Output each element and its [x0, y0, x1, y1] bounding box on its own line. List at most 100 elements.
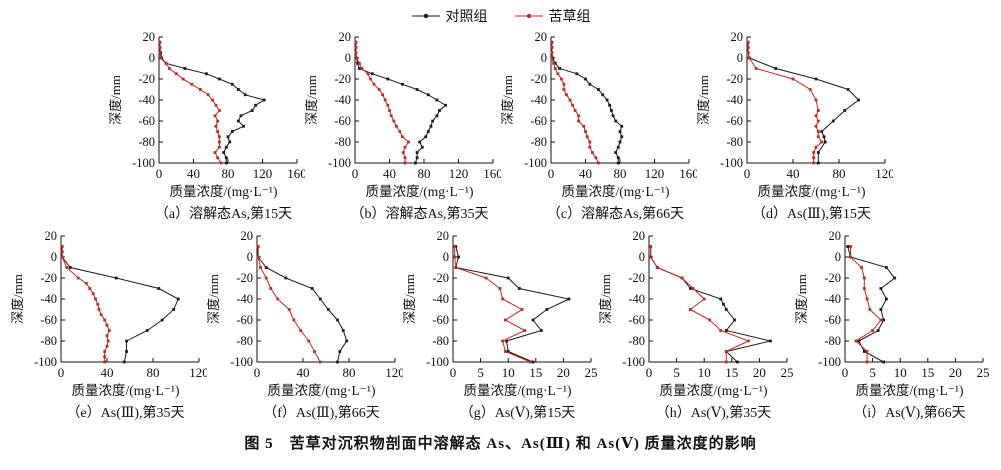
y-tick-label: -20: [334, 72, 351, 86]
data-point-marker: [846, 88, 850, 91]
data-point-marker: [867, 308, 871, 311]
data-point-marker: [456, 255, 460, 259]
y-tick-label: -100: [426, 355, 449, 369]
data-point-marker: [611, 114, 614, 118]
data-point-marker: [64, 266, 68, 269]
x-tick-label: 0: [449, 365, 456, 380]
series-line-control: [354, 42, 446, 164]
data-point-marker: [881, 318, 885, 322]
data-point-marker: [84, 281, 88, 285]
subplot-i: 20 0 -20 -40 -60 -80 -100 0 5 10 15 20 25 深度/mm 质量浓度/(…: [795, 229, 991, 422]
data-point-marker: [385, 77, 389, 81]
data-point-marker: [105, 323, 108, 327]
data-point-marker: [435, 98, 438, 102]
x-tick-label: 40: [383, 166, 396, 181]
data-point-marker: [256, 245, 260, 248]
subplot-h-title: （h）As(Ⅴ),第35天: [655, 406, 772, 421]
series-line-vallisneria: [550, 42, 599, 164]
data-point-marker: [831, 119, 835, 123]
y-tick-label: -80: [236, 334, 253, 348]
data-point-marker: [241, 124, 245, 128]
data-point-marker: [206, 93, 210, 97]
data-point-marker: [539, 329, 543, 332]
data-point-marker: [93, 297, 97, 301]
data-point-marker: [160, 318, 164, 322]
data-point-marker: [226, 135, 229, 139]
y-tick-label: -40: [40, 292, 57, 306]
x-tick-label: 80: [417, 166, 430, 181]
series-line-vallisneria: [158, 42, 222, 164]
data-point-marker: [557, 67, 561, 70]
data-point-marker: [865, 350, 868, 353]
data-point-marker: [262, 98, 266, 102]
y-tick-label: 20: [534, 30, 547, 44]
data-point-marker: [559, 77, 563, 81]
data-point-marker: [503, 318, 507, 322]
legend-item-vallisneria: 苦草组: [514, 6, 591, 26]
subplot-d-title: （d）As(Ⅲ),第15天: [752, 207, 871, 222]
data-point-marker: [562, 82, 565, 86]
data-point-marker: [400, 82, 404, 86]
data-point-marker: [413, 161, 417, 165]
series-line-control: [550, 42, 622, 163]
y-tick-label: 0: [148, 51, 154, 65]
data-point-marker: [583, 77, 587, 81]
y-tick-label: -20: [530, 72, 547, 86]
data-point-marker: [60, 255, 64, 259]
x-tick-label: 40: [187, 166, 200, 181]
y-tick-label: -80: [432, 334, 449, 348]
data-point-marker: [845, 245, 849, 248]
data-point-marker: [506, 276, 510, 280]
data-point-marker: [385, 103, 389, 107]
x-tick-label: 80: [146, 365, 159, 380]
x-tick-label: 80: [342, 365, 355, 380]
data-point-marker: [318, 360, 322, 364]
data-point-marker: [102, 318, 106, 322]
data-point-marker: [298, 329, 302, 332]
data-point-marker: [573, 109, 577, 112]
data-point-marker: [253, 103, 257, 107]
data-point-marker: [224, 145, 228, 149]
data-point-marker: [500, 339, 504, 343]
data-point-marker: [256, 255, 260, 259]
data-point-marker: [884, 297, 888, 301]
data-point-marker: [417, 140, 421, 144]
data-point-marker: [230, 82, 234, 86]
data-point-marker: [862, 276, 866, 280]
x-axis-label: 质量浓度/(mg·L⁻¹): [365, 184, 474, 199]
y-axis-label: 深度/mm: [501, 75, 515, 125]
data-point-marker: [387, 109, 391, 112]
data-point-marker: [819, 140, 823, 144]
series-line-control: [257, 246, 347, 363]
data-point-marker: [415, 151, 418, 154]
x-tick-label: 0: [547, 166, 554, 181]
series-line-vallisneria: [747, 42, 822, 163]
y-axis-label: 深度/mm: [403, 274, 417, 324]
y-tick-label: -80: [726, 135, 743, 149]
data-point-marker: [171, 308, 175, 311]
x-axis-label: 质量浓度/(mg·L⁻¹): [169, 184, 278, 199]
data-point-marker: [576, 119, 580, 123]
data-point-marker: [318, 297, 322, 301]
data-point-marker: [217, 135, 221, 139]
data-point-marker: [403, 161, 406, 165]
x-tick-label: 15: [921, 365, 934, 380]
data-point-marker: [91, 292, 95, 296]
data-point-marker: [210, 98, 214, 102]
x-tick-label: 15: [725, 365, 738, 380]
y-tick-label: -60: [628, 313, 645, 327]
y-tick-label: -20: [138, 72, 155, 86]
data-point-marker: [568, 98, 571, 102]
data-point-marker: [337, 350, 341, 353]
y-tick-label: -20: [432, 271, 449, 285]
data-point-marker: [341, 329, 345, 332]
data-point-marker: [236, 88, 240, 91]
data-point-marker: [224, 161, 228, 165]
y-tick-label: -60: [236, 313, 253, 327]
subplot-f-title: （f）As(Ⅲ),第66天: [263, 406, 380, 421]
